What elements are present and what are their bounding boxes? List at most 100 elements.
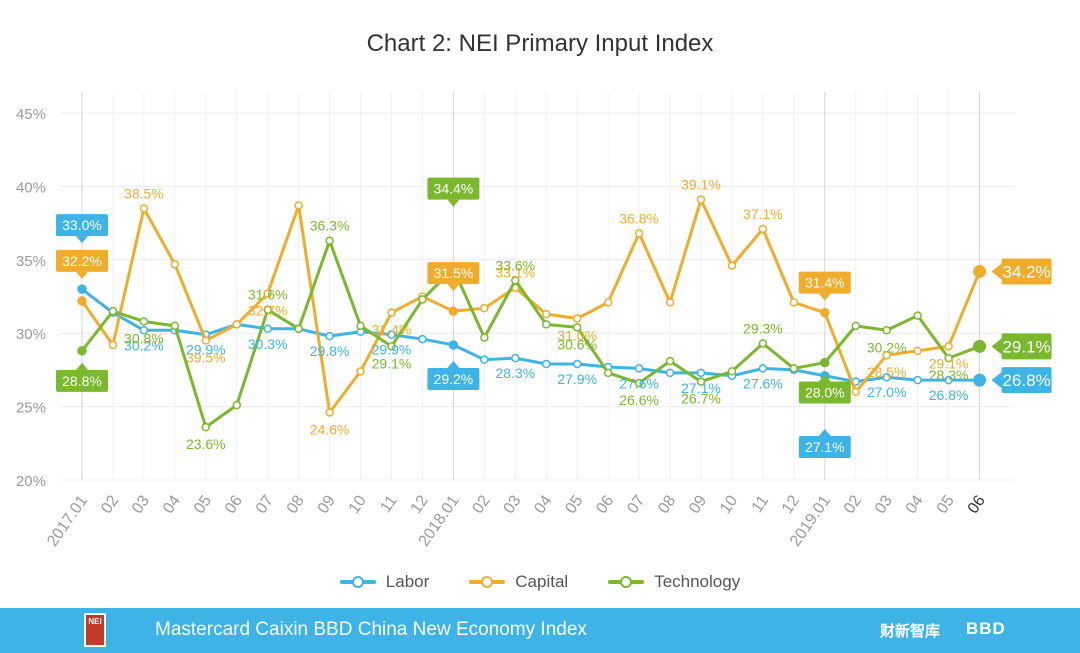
data-point-technology [665,356,675,366]
data-point-labor [480,355,489,364]
data-label-labor: 27.6% [619,375,659,391]
data-label-technology: 30.8% [124,330,164,346]
data-label-pointer [818,293,831,301]
data-point-capital [387,308,396,317]
data-label-technology: 29.1% [372,355,412,371]
data-label-box-labor [798,436,851,458]
y-tick-label: 45% [16,106,46,123]
data-point-labor [139,326,149,335]
x-tick-label: 08 [284,492,308,516]
data-point-labor [758,364,768,373]
x-tick-label: 03 [872,492,896,516]
data-point-technology [387,342,396,351]
legend-item-capital[interactable]: Capital [469,572,568,592]
data-label-labor: 29.9% [372,342,412,358]
x-tick-label: 03 [129,492,153,516]
x-tick-label: 10 [346,492,370,516]
data-point-capital [108,340,118,350]
data-label-box-capital [427,262,480,285]
data-point-labor [973,373,987,387]
x-tick-label: 05 [562,492,586,516]
data-point-technology [820,357,830,368]
data-point-technology [758,339,768,348]
data-point-capital [294,201,303,210]
data-point-technology [944,353,953,363]
data-point-labor [77,284,87,294]
data-label-capital: 36.8% [619,210,659,226]
data-point-labor [542,359,551,369]
data-point-capital [448,306,459,316]
data-point-labor [572,359,582,369]
data-point-technology [480,333,489,342]
data-label-capital: 31.0% [557,328,597,344]
x-tick-label: 02 [469,492,493,516]
data-label-labor: 29.2% [434,371,474,387]
data-label-labor: 27.9% [557,371,597,387]
data-point-capital [139,204,149,213]
data-label-technology: 30.6% [557,336,597,352]
legend-label-labor: Labor [385,572,430,591]
data-point-labor [944,375,953,385]
data-point-labor [665,368,675,378]
y-tick-label: 35% [16,253,46,270]
data-point-technology [170,321,180,331]
data-point-technology [913,311,922,320]
data-label-capital: 37.1% [743,206,783,222]
data-label-capital: 33.1% [495,265,535,281]
data-label-technology: 33.6% [495,257,535,273]
data-point-labor [418,334,427,344]
data-label-box-technology [56,369,108,392]
data-point-technology [108,306,118,316]
x-tick-label: 11 [377,492,401,515]
data-point-technology [973,339,987,353]
data-label-labor: 27.6% [743,375,783,391]
data-point-capital [572,314,582,323]
data-point-technology [882,326,891,335]
data-label-pointer [818,374,831,382]
data-point-capital [758,224,768,234]
data-label-technology: 29.3% [743,320,783,336]
data-point-capital [882,350,891,360]
x-tick-label: 11 [749,492,773,515]
data-label-labor: 30.3% [248,336,288,352]
legend-swatch-capital [469,576,506,588]
footer-title: Mastercard Caixin BBD China New Economy … [155,619,587,640]
y-tick-label: 20% [16,473,46,490]
data-point-technology [511,276,520,285]
bbd-logo: BBD [966,619,1006,638]
data-point-capital [542,309,551,319]
chart-title: Chart 2: NEI Primary Input Index [366,30,714,57]
data-label-pointer [991,263,1002,280]
data-point-technology [356,321,365,331]
data-point-labor [387,330,396,339]
data-label-labor: 29.9% [186,342,226,358]
data-label-capital: 39.1% [681,177,721,193]
data-point-labor [511,353,520,363]
x-tick-label: 06 [965,492,989,516]
data-label-technology: 26.7% [681,391,721,407]
data-label-technology: 29.1% [1002,337,1050,356]
x-tick-label: 06 [222,492,246,516]
legend-item-labor[interactable]: Labor [339,572,430,592]
data-label-box-labor [427,367,480,390]
data-point-capital [356,367,365,376]
data-point-capital [665,298,675,307]
data-label-labor: 33.0% [62,217,102,233]
data-label-pointer [447,199,460,207]
line-chart: 20% 25% 30% 35% 40% 45% 2017.01 02 03 04 05 06 07 08 0… [16,92,1052,550]
data-label-capital: 29.1% [929,355,969,371]
x-tick-label: 2017.01 [44,492,91,549]
legend-item-technology[interactable]: Technology [608,572,740,592]
data-label-box-capital [56,249,108,272]
data-label-technology: 36.3% [310,218,350,234]
data-label-pointer [76,362,88,370]
data-point-technology [572,323,582,332]
data-point-technology [418,295,427,304]
data-point-capital [634,229,644,238]
data-label-box-technology [798,381,851,404]
data-point-technology [201,422,211,432]
legend-label-technology: Technology [654,572,741,591]
data-label-capital: 34.2% [1002,263,1050,282]
data-label-pointer [76,236,88,244]
data-label-box-capital [798,271,851,294]
